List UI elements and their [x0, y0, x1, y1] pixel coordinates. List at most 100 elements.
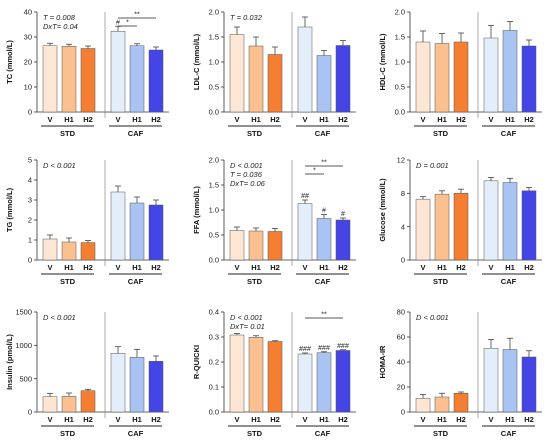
bar-caf-h2 [521, 356, 537, 413]
stat-annotation: D < 0.001 [230, 161, 263, 170]
bar-caf-v [110, 353, 126, 413]
x-tick-label: H1 [251, 263, 261, 272]
x-tick-label: V [47, 415, 52, 424]
bar-caf-v [483, 37, 499, 113]
y-tick-label: 0.0 [209, 256, 219, 265]
significance-bracket-label: ** [321, 312, 327, 319]
bar-std-h1 [61, 241, 77, 261]
bar-caf-h1 [316, 352, 332, 413]
significance-bracket-label: * [126, 20, 129, 27]
group-label-std: STD [60, 277, 76, 286]
bar-std-v [229, 230, 245, 261]
x-tick-label: H1 [437, 115, 447, 124]
x-tick-label: H1 [319, 115, 329, 124]
bar-std-h1 [434, 396, 450, 413]
y-tick-label: 1.0 [209, 58, 219, 67]
y-tick-label: 20 [397, 383, 405, 392]
stat-annotation: T = 0.036 [230, 170, 263, 179]
y-tick-label: 0.3 [209, 333, 219, 342]
y-tick-label: 12 [397, 156, 405, 165]
x-tick-label: H2 [338, 115, 348, 124]
group-label-caf: CAF [315, 429, 331, 438]
x-tick-label: H1 [64, 115, 74, 124]
bar-std-h2 [80, 390, 96, 413]
group-label-caf: CAF [315, 129, 331, 138]
bar-std-v [42, 396, 58, 413]
x-tick-label: V [115, 115, 120, 124]
x-tick-label: V [420, 415, 425, 424]
bar-caf-h2 [335, 45, 351, 113]
bar-caf-h1 [129, 357, 145, 413]
bar-caf-v [483, 348, 499, 413]
bar-caf-v [297, 353, 313, 413]
x-tick-label: H1 [505, 115, 515, 124]
y-tick-label: 0.5 [209, 231, 219, 240]
y-tick-label: 1.5 [209, 181, 219, 190]
bar-std-v [229, 334, 245, 413]
bar-caf-h1 [129, 202, 145, 261]
y-tick-label: 8 [401, 189, 405, 198]
stat-annotation: D < 0.001 [416, 313, 449, 322]
x-tick-label: H2 [524, 115, 534, 124]
bar-std-h1 [61, 46, 77, 113]
bar-std-h1 [248, 337, 264, 413]
x-tick-label: H1 [132, 115, 142, 124]
y-tick-label: 0.5 [395, 83, 405, 92]
chart-panel-4: 0 1 2 3 4 5 TG (mmol/L) V H1 H2 V H1 H2 STD CAF D < 0.0… [5, 156, 169, 286]
x-tick-label: H2 [524, 263, 534, 272]
bar-caf-h2 [521, 45, 537, 113]
x-tick-label: H2 [83, 263, 93, 272]
x-tick-label: H2 [151, 115, 161, 124]
y-tick-label: 0 [28, 108, 32, 117]
x-tick-label: H2 [270, 115, 280, 124]
stat-annotation: DxT= 0.04 [43, 22, 78, 31]
bar-caf-v [483, 180, 499, 261]
y-tick-label: 1.0 [395, 58, 405, 67]
bar-caf-h1 [502, 30, 518, 113]
bar-caf-h1 [316, 218, 332, 261]
y-axis-label: Insulin (pmol/L) [5, 334, 14, 390]
bar-significance-mark: # [322, 208, 326, 215]
x-tick-label: H2 [151, 415, 161, 424]
group-label-std: STD [60, 429, 76, 438]
x-tick-label: V [47, 263, 52, 272]
x-tick-label: V [302, 263, 307, 272]
bar-caf-h2 [148, 204, 164, 261]
group-label-std: STD [247, 277, 263, 286]
stat-annotation: T = 0.032 [230, 13, 263, 22]
group-label-caf: CAF [128, 429, 144, 438]
x-tick-label: V [302, 415, 307, 424]
chart-panel-2: 0.0 0.5 1.0 1.5 2.0 LDL-C (mmol/L) V H1 H2 V H1 H2 S… [192, 8, 356, 138]
x-tick-label: H2 [83, 115, 93, 124]
bar-caf-h2 [335, 350, 351, 413]
y-tick-label: 4 [401, 222, 405, 231]
y-tick-label: 0 [28, 408, 32, 417]
y-tick-label: 30 [24, 33, 32, 42]
bar-caf-h2 [335, 219, 351, 261]
x-tick-label: V [234, 415, 239, 424]
y-tick-label: 1 [28, 236, 32, 245]
significance-bracket-label: ** [134, 12, 140, 19]
bar-significance-mark: ### [299, 346, 311, 353]
x-tick-label: H1 [251, 415, 261, 424]
stat-annotation: D = 0.001 [416, 161, 449, 170]
y-tick-label: 0.4 [209, 308, 219, 317]
chart-panel-9: 0 20 40 60 80 HOMA-IR V H1 H2 V H1 H2 STD CAF D < 0.00… [378, 308, 542, 438]
group-label-std: STD [433, 129, 449, 138]
group-label-caf: CAF [501, 129, 517, 138]
y-tick-label: 1500 [15, 308, 32, 317]
stat-annotation: D < 0.001 [230, 313, 263, 322]
x-tick-label: H2 [456, 115, 466, 124]
y-tick-label: 1000 [15, 341, 32, 350]
x-tick-label: H2 [83, 415, 93, 424]
bar-std-v [229, 34, 245, 113]
bar-std-h2 [267, 54, 283, 113]
significance-bracket-label: ** [321, 160, 327, 167]
x-tick-label: H2 [270, 263, 280, 272]
bar-significance-mark: ### [318, 345, 330, 352]
bar-std-v [415, 41, 431, 113]
group-label-caf: CAF [501, 429, 517, 438]
x-tick-label: H2 [456, 263, 466, 272]
x-tick-label: H1 [319, 263, 329, 272]
